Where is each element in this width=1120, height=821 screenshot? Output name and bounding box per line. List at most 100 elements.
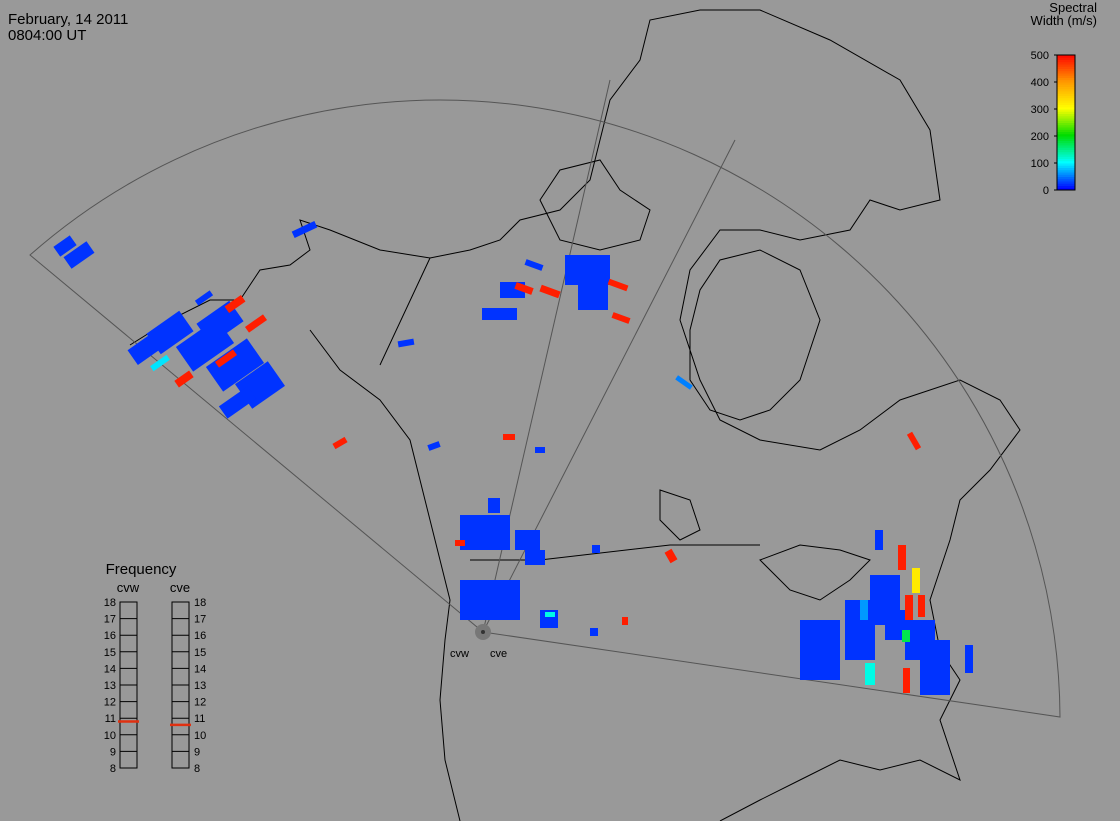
radar-cell (611, 312, 631, 324)
colorbar-segment (1057, 118, 1075, 121)
radar-cell (800, 660, 838, 680)
colorbar-segment (1057, 154, 1075, 157)
radar-cell (63, 241, 95, 269)
colorbar-title: Width (m/s) (1031, 13, 1097, 28)
frequency-tick-label: 12 (104, 697, 116, 709)
coastline (309, 329, 461, 821)
colorbar-segment (1057, 140, 1075, 144)
colorbar-segment (1057, 109, 1075, 112)
colorbar-segment (1057, 64, 1075, 67)
colorbar-segment (1057, 176, 1075, 180)
colorbar-segment (1057, 124, 1075, 128)
radar-cell (146, 310, 194, 355)
radar-cell (539, 284, 561, 299)
colorbar-segment (1057, 151, 1075, 155)
radar-cell (906, 431, 922, 451)
colorbar-segment (1057, 172, 1075, 175)
radar-cell (174, 370, 194, 388)
colorbar-segment (1057, 160, 1075, 164)
time: 0804:00 UT (8, 27, 86, 44)
colorbar-segment (1057, 106, 1075, 110)
station-label: cve (490, 648, 507, 660)
radar-cell (965, 645, 973, 673)
colorbar-segment (1057, 163, 1075, 166)
colorbar-segment (1057, 127, 1075, 130)
frequency-tick-label: 12 (194, 697, 206, 709)
arctic-islands (539, 159, 651, 251)
colorbar-segment (1057, 122, 1075, 126)
colorbar-segment (1057, 102, 1075, 105)
colorbar-segment (1057, 55, 1075, 58)
colorbar-segment (1057, 61, 1075, 65)
colorbar-segment (1057, 113, 1075, 117)
colorbar-segment (1057, 169, 1075, 173)
radar-cell (455, 540, 465, 546)
radar-cell (194, 290, 214, 306)
radar-cell (902, 630, 910, 642)
radar-cell (903, 668, 910, 693)
radar-cell (535, 447, 545, 453)
radar-cell (488, 498, 500, 513)
colorbar-title: Spectral (1049, 0, 1097, 15)
radar-cell (196, 300, 244, 345)
radar-cell (545, 612, 555, 617)
frequency-tick-label: 16 (104, 630, 116, 642)
radar-cell (918, 595, 925, 617)
radar-cell (860, 600, 868, 620)
radar-cell (514, 282, 534, 295)
radar-cell (898, 545, 906, 570)
station-label: cvw (450, 648, 469, 660)
radar-name: cvw (117, 580, 140, 595)
frequency-tick-label: 13 (194, 680, 206, 692)
radar-cell (244, 314, 268, 333)
frequency-tick-label: 16 (194, 630, 206, 642)
colorbar-segment (1057, 147, 1075, 150)
colorbar-segment (1057, 68, 1075, 72)
colorbar-segment (1057, 70, 1075, 74)
colorbar-segment (1057, 115, 1075, 119)
colorbar-segment (1057, 174, 1075, 177)
frequency-title: Frequency (106, 561, 177, 578)
colorbar-segment (1057, 66, 1075, 69)
colorbar-tick-label: 300 (1031, 104, 1049, 116)
frequency-tick-label: 10 (194, 730, 206, 742)
colorbar-tick-label: 0 (1043, 185, 1049, 197)
frequency-panel: cvw 8 9 10 11 12 13 14 15 16 17 18 cve 8 9 10 11 12 13 14 15… (104, 580, 207, 775)
colorbar-segment (1057, 129, 1075, 132)
colorbar-segment (1057, 149, 1075, 153)
frequency-tick-label: 13 (104, 680, 116, 692)
frequency-tick-label: 14 (194, 663, 206, 675)
radar-cell (590, 628, 598, 636)
frequency-tick-label: 15 (104, 647, 116, 659)
radar-cell (460, 580, 520, 620)
radar-cell (675, 375, 693, 390)
frequency-tick-label: 8 (194, 763, 200, 775)
radar-name: cve (170, 580, 190, 595)
radar-cell (525, 550, 545, 565)
radar-cell (482, 308, 517, 320)
colorbar-segment (1057, 133, 1075, 137)
colorbar-segment (1057, 77, 1075, 81)
colorbar-frame (1056, 54, 1076, 191)
radar-cell (224, 294, 246, 314)
colorbar-segment (1057, 79, 1075, 83)
frequency-tick-label: 17 (194, 614, 206, 626)
colorbar-segment (1057, 156, 1075, 159)
radar-cell (214, 349, 238, 368)
radar-cell (622, 617, 628, 625)
colorbar-segment (1057, 178, 1075, 182)
colorbar-segment (1057, 100, 1075, 103)
radar-cell (291, 221, 318, 238)
radar-site-center (481, 630, 485, 634)
colorbar-segment (1057, 138, 1075, 141)
frequency-tick-label: 9 (110, 746, 116, 758)
colorbar-segment (1057, 145, 1075, 148)
radar-cell (664, 548, 678, 564)
radar-cell (920, 640, 950, 695)
colorbar-segment (1057, 97, 1075, 101)
colorbar-segment (1057, 131, 1075, 135)
radar-cell (875, 530, 883, 550)
frequency-tick-label: 11 (194, 713, 205, 725)
